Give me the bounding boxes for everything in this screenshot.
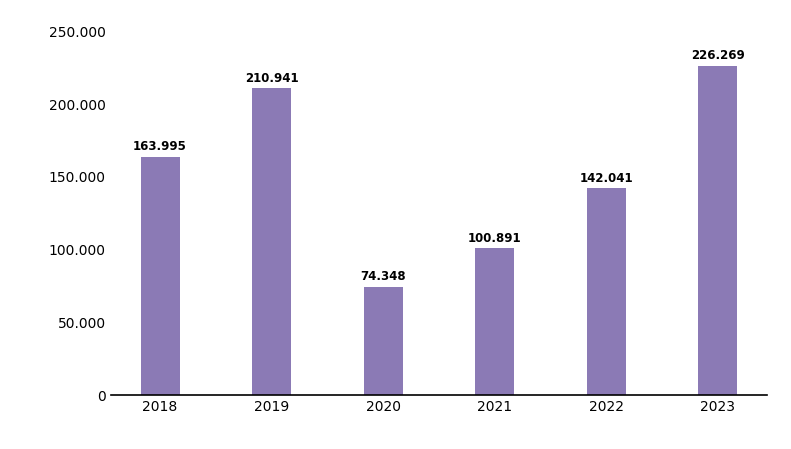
Bar (141, 157, 180, 395)
Text: 142.041: 142.041 (580, 172, 633, 185)
Text: 74.348: 74.348 (361, 270, 406, 283)
Bar (364, 287, 403, 395)
Bar (587, 189, 626, 395)
Bar (252, 88, 291, 395)
Bar (475, 248, 514, 395)
Text: 163.995: 163.995 (133, 140, 187, 153)
Text: 226.269: 226.269 (691, 49, 745, 62)
Text: 210.941: 210.941 (245, 71, 298, 84)
Bar (698, 66, 737, 395)
Text: 100.891: 100.891 (468, 232, 521, 245)
